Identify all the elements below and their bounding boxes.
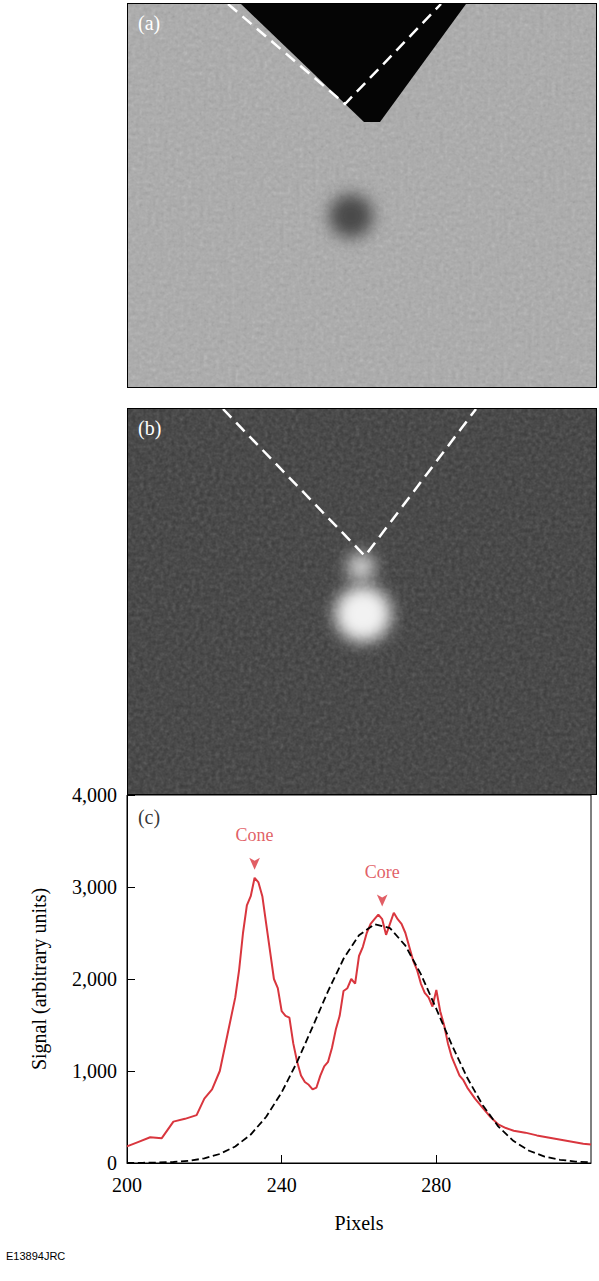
html-text:E13894JRC: E13894JRC: [6, 1250, 66, 1262]
svg-text:(c): (c): [138, 806, 160, 829]
svg-text:Cone: Cone: [236, 825, 274, 845]
svg-text:280: 280: [421, 1174, 451, 1196]
svg-text:2,000: 2,000: [72, 968, 117, 990]
svg-text:(a): (a): [138, 12, 160, 35]
svg-text:1,000: 1,000: [72, 1060, 117, 1082]
svg-text:0: 0: [107, 1152, 117, 1174]
svg-text:240: 240: [267, 1174, 297, 1196]
svg-text:200: 200: [112, 1174, 142, 1196]
svg-text:Signal (arbitrary units): Signal (arbitrary units): [28, 888, 51, 1070]
svg-text:4,000: 4,000: [72, 784, 117, 806]
svg-text:(b): (b): [138, 417, 161, 440]
svg-text:3,000: 3,000: [72, 876, 117, 898]
svg-text:Core: Core: [365, 862, 400, 882]
svg-text:Pixels: Pixels: [335, 1212, 384, 1234]
